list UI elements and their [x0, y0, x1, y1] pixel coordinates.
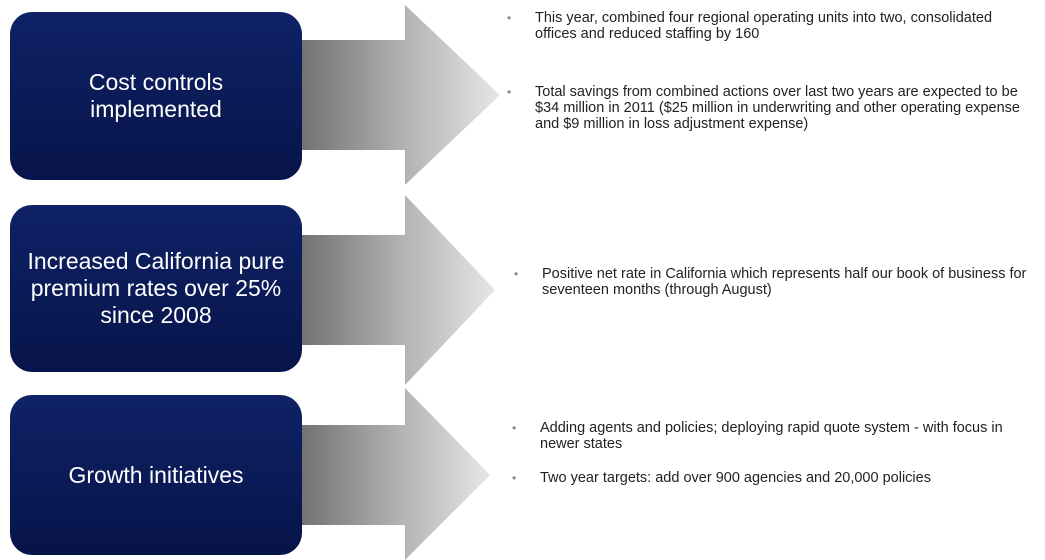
label-box: [10, 205, 302, 372]
bullet: Total savings from combined actions over…: [505, 84, 1025, 132]
bullet-list: Positive net rate in California which re…: [512, 266, 1032, 316]
arrow: [295, 195, 495, 385]
bullet-list: This year, combined four regional operat…: [505, 10, 1025, 150]
bullet: Positive net rate in California which re…: [512, 266, 1032, 298]
arrow: [295, 388, 490, 560]
bullet: Two year targets: add over 900 agencies …: [510, 470, 1030, 486]
bullet: Adding agents and policies; deploying ra…: [510, 420, 1030, 452]
arrow: [295, 5, 500, 185]
label-box: [10, 12, 302, 180]
box-label: Growth initiatives: [68, 461, 244, 488]
box-label: Increased California pure premium rates …: [27, 248, 285, 328]
bullet-list: Adding agents and policies; deploying ra…: [510, 420, 1030, 504]
label-box: [10, 395, 302, 555]
box-label: Cost controls implemented: [88, 69, 224, 122]
bullet: This year, combined four regional operat…: [505, 10, 1025, 42]
